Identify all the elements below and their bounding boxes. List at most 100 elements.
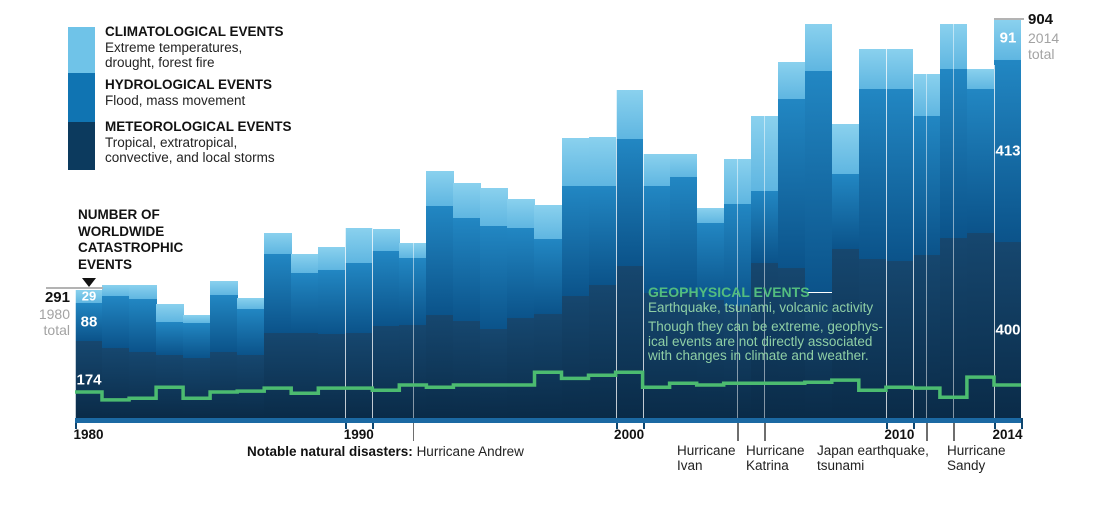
total-1980-label: 1980 total (38, 306, 70, 338)
segment-hydrological (534, 238, 562, 314)
segment-hydrological (156, 322, 184, 356)
event-label: Hurricane Sandy (947, 443, 1006, 473)
bar-1986 (237, 297, 265, 418)
segment-meteorological (561, 295, 590, 418)
legend-title: HYDROLOGICAL EVENTS (105, 77, 273, 92)
axis-tick (372, 418, 375, 429)
hydrological-swatch (68, 73, 95, 122)
segment-climatological (615, 89, 644, 140)
segment-climatological (696, 207, 725, 223)
segment-hydrological (129, 298, 157, 353)
axis-tick (75, 418, 77, 429)
bar-1990 (345, 228, 373, 418)
segment-climatological (129, 284, 157, 299)
total-2014-value: 904 (1028, 11, 1054, 28)
segment-hydrological (831, 174, 860, 249)
x-axis-label-2000: 2000 (614, 427, 645, 442)
segment-hydrological (237, 308, 265, 356)
x-axis-label-2014: 2014 (992, 427, 1023, 442)
legend-item-meteorological: METEOROLOGICAL EVENTS Tropical, extratro… (105, 119, 365, 165)
bar-1996 (507, 199, 535, 418)
x-axis-line (75, 418, 1021, 423)
axis-tick (912, 418, 915, 429)
legend-title: CLIMATOLOGICAL EVENTS (105, 24, 284, 39)
decade-gridline (75, 287, 76, 422)
y-axis-heading: NUMBER OF WORLDWIDE CATASTROPHIC EVENTS (78, 207, 184, 272)
segment-hydrological (804, 71, 833, 293)
segment-hydrological (183, 323, 211, 359)
bar-1980 (75, 289, 103, 418)
x-axis-label-1990: 1990 (343, 427, 374, 442)
legend-desc: Flood, mass movement (105, 92, 246, 108)
segment-hydrological (642, 185, 671, 294)
segment-hydrological (264, 253, 292, 333)
geophysical-note-subtitle: Earthquake, tsunami, volcanic activity (648, 300, 874, 315)
bar-1994 (453, 183, 481, 418)
segment-climatological (318, 246, 346, 270)
segment-hydrological (318, 269, 346, 335)
segment-hydrological (696, 222, 725, 301)
segment-climatological (102, 284, 130, 297)
segment-hydrological (372, 250, 400, 327)
arrow-down-icon (82, 278, 96, 287)
bar-1984 (183, 314, 211, 418)
axis-tick (993, 418, 996, 429)
event-gridline (412, 243, 414, 422)
bar-1985 (210, 280, 238, 418)
decade-gridline (912, 70, 914, 422)
bar-1995 (480, 188, 508, 418)
segment-climatological (885, 49, 914, 89)
bar-2006 (777, 61, 806, 418)
segment-meteorological (156, 355, 184, 418)
segment-hydrological (669, 177, 698, 294)
segment-meteorological (453, 320, 481, 418)
bar-2014 (993, 19, 1022, 418)
bar-label-1980-meteorological: 174 (76, 371, 102, 389)
bar-1997 (534, 204, 562, 418)
segment-meteorological (237, 355, 265, 418)
segment-hydrological (102, 296, 130, 349)
bar-2008 (831, 124, 860, 418)
geophysical-note-title: GEOPHYSICAL EVENTS (648, 284, 810, 300)
segment-meteorological (210, 352, 238, 418)
segment-climatological (831, 124, 860, 175)
segment-hydrological (480, 226, 508, 329)
bar-label-2014-climatological: 91 (999, 29, 1017, 47)
segment-climatological (480, 188, 508, 227)
segment-meteorological (291, 333, 319, 418)
segment-climatological (804, 23, 833, 72)
segment-climatological (453, 183, 481, 219)
event-tick (953, 421, 955, 441)
segment-climatological (183, 314, 211, 324)
legend-item-hydrological: HYDROLOGICAL EVENTS Flood, mass movement (105, 77, 365, 108)
bar-1982 (129, 284, 157, 418)
bar-label-1980-climatological: 29 (81, 288, 97, 304)
legend-title: METEOROLOGICAL EVENTS (105, 119, 292, 134)
segment-hydrological (291, 272, 319, 334)
segment-climatological (858, 49, 887, 89)
axis-tick (885, 418, 888, 429)
decade-gridline (993, 65, 995, 422)
segment-hydrological (210, 294, 238, 353)
event-tick (926, 421, 928, 441)
segment-hydrological (966, 88, 995, 234)
segment-climatological (588, 137, 617, 186)
axis-tick (1021, 418, 1023, 429)
decade-gridline (615, 86, 617, 422)
total-1980-value: 291 (44, 289, 70, 306)
axis-tick (615, 418, 618, 429)
segment-hydrological (615, 139, 644, 266)
segment-meteorological (372, 326, 400, 418)
bar-1987 (264, 233, 292, 418)
segment-meteorological (507, 317, 535, 418)
notable-disasters-caption: Notable natural disasters: Hurricane And… (247, 444, 524, 459)
decade-gridline (345, 225, 347, 422)
segment-hydrological (75, 302, 103, 342)
segment-hydrological (426, 205, 454, 316)
segment-climatological (507, 199, 535, 229)
event-gridline (953, 23, 955, 422)
segment-climatological (210, 280, 238, 295)
segment-climatological (372, 228, 400, 251)
decade-gridline (642, 151, 644, 422)
